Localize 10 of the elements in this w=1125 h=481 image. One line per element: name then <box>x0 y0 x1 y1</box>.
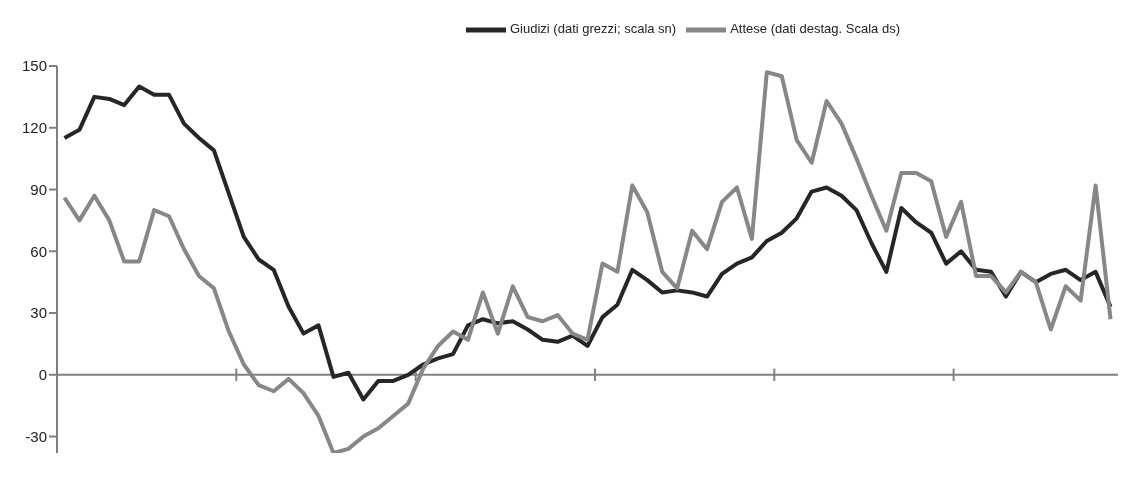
y-tick-label: 150 <box>21 57 47 75</box>
y-tick-label: 30 <box>30 304 47 322</box>
y-tick-label: 90 <box>30 180 47 198</box>
legend-label: Attese (dati destag. Scala ds) <box>730 21 900 37</box>
y-tick-label: 60 <box>30 242 47 260</box>
y-tick-label: 0 <box>38 366 47 384</box>
legend-label: Giudizi (dati grezzi; scala sn) <box>510 21 677 37</box>
y-tick-label: 120 <box>21 119 47 137</box>
line-series <box>62 84 1113 402</box>
y-tick-label: -30 <box>25 427 47 445</box>
